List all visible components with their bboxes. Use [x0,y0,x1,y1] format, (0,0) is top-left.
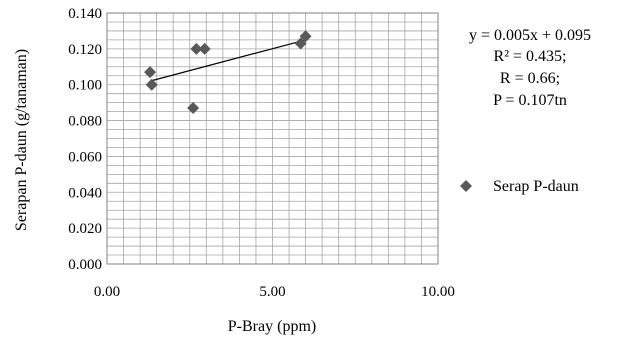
trendline [149,39,306,82]
y-tick-label: 0.120 [68,42,102,58]
data-point [299,30,312,43]
chart-gridlines [107,13,438,264]
y-tick-label: 0.040 [68,185,102,201]
y-tick-label: 0.060 [68,149,102,165]
data-point [294,37,307,50]
y-tick-label: 0.020 [68,221,102,237]
y-tick-label: 0.100 [68,78,102,94]
trendline-equation: y = 0.005x + 0.095 R² = 0.435; R = 0.66;… [469,27,591,109]
legend-label: Serap P-daun [493,178,579,195]
equation-line: y = 0.005x + 0.095 [469,27,591,44]
y-tick-label: 0.000 [68,257,102,273]
data-point [198,42,211,55]
x-tick-label: 0.00 [94,284,120,300]
x-axis-tick-labels: 0.00 5.00 10.00 [94,284,455,300]
data-point [190,42,203,55]
y-axis-title: Serapan P-daun (g/tanaman) [13,49,30,231]
x-tick-label: 10.00 [421,284,455,300]
legend: Serap P-daun [460,178,579,195]
r-squared-line: R² = 0.435; [494,48,567,65]
data-points [144,30,312,115]
x-axis-title: P-Bray (ppm) [228,318,316,335]
p-value-line: P = 0.107tn [493,92,567,109]
y-axis-tick-labels: 0.000 0.020 0.040 0.060 0.080 0.100 0.120 0.140 [68,6,102,273]
r-line: R = 0.66; [500,70,560,87]
data-point [145,78,158,91]
legend-diamond-marker [460,180,472,192]
data-point [187,102,200,115]
y-tick-label: 0.080 [68,114,102,130]
data-point [144,66,157,79]
y-tick-label: 0.140 [68,6,102,22]
plot-area [106,12,439,265]
x-tick-label: 5.00 [259,284,285,300]
